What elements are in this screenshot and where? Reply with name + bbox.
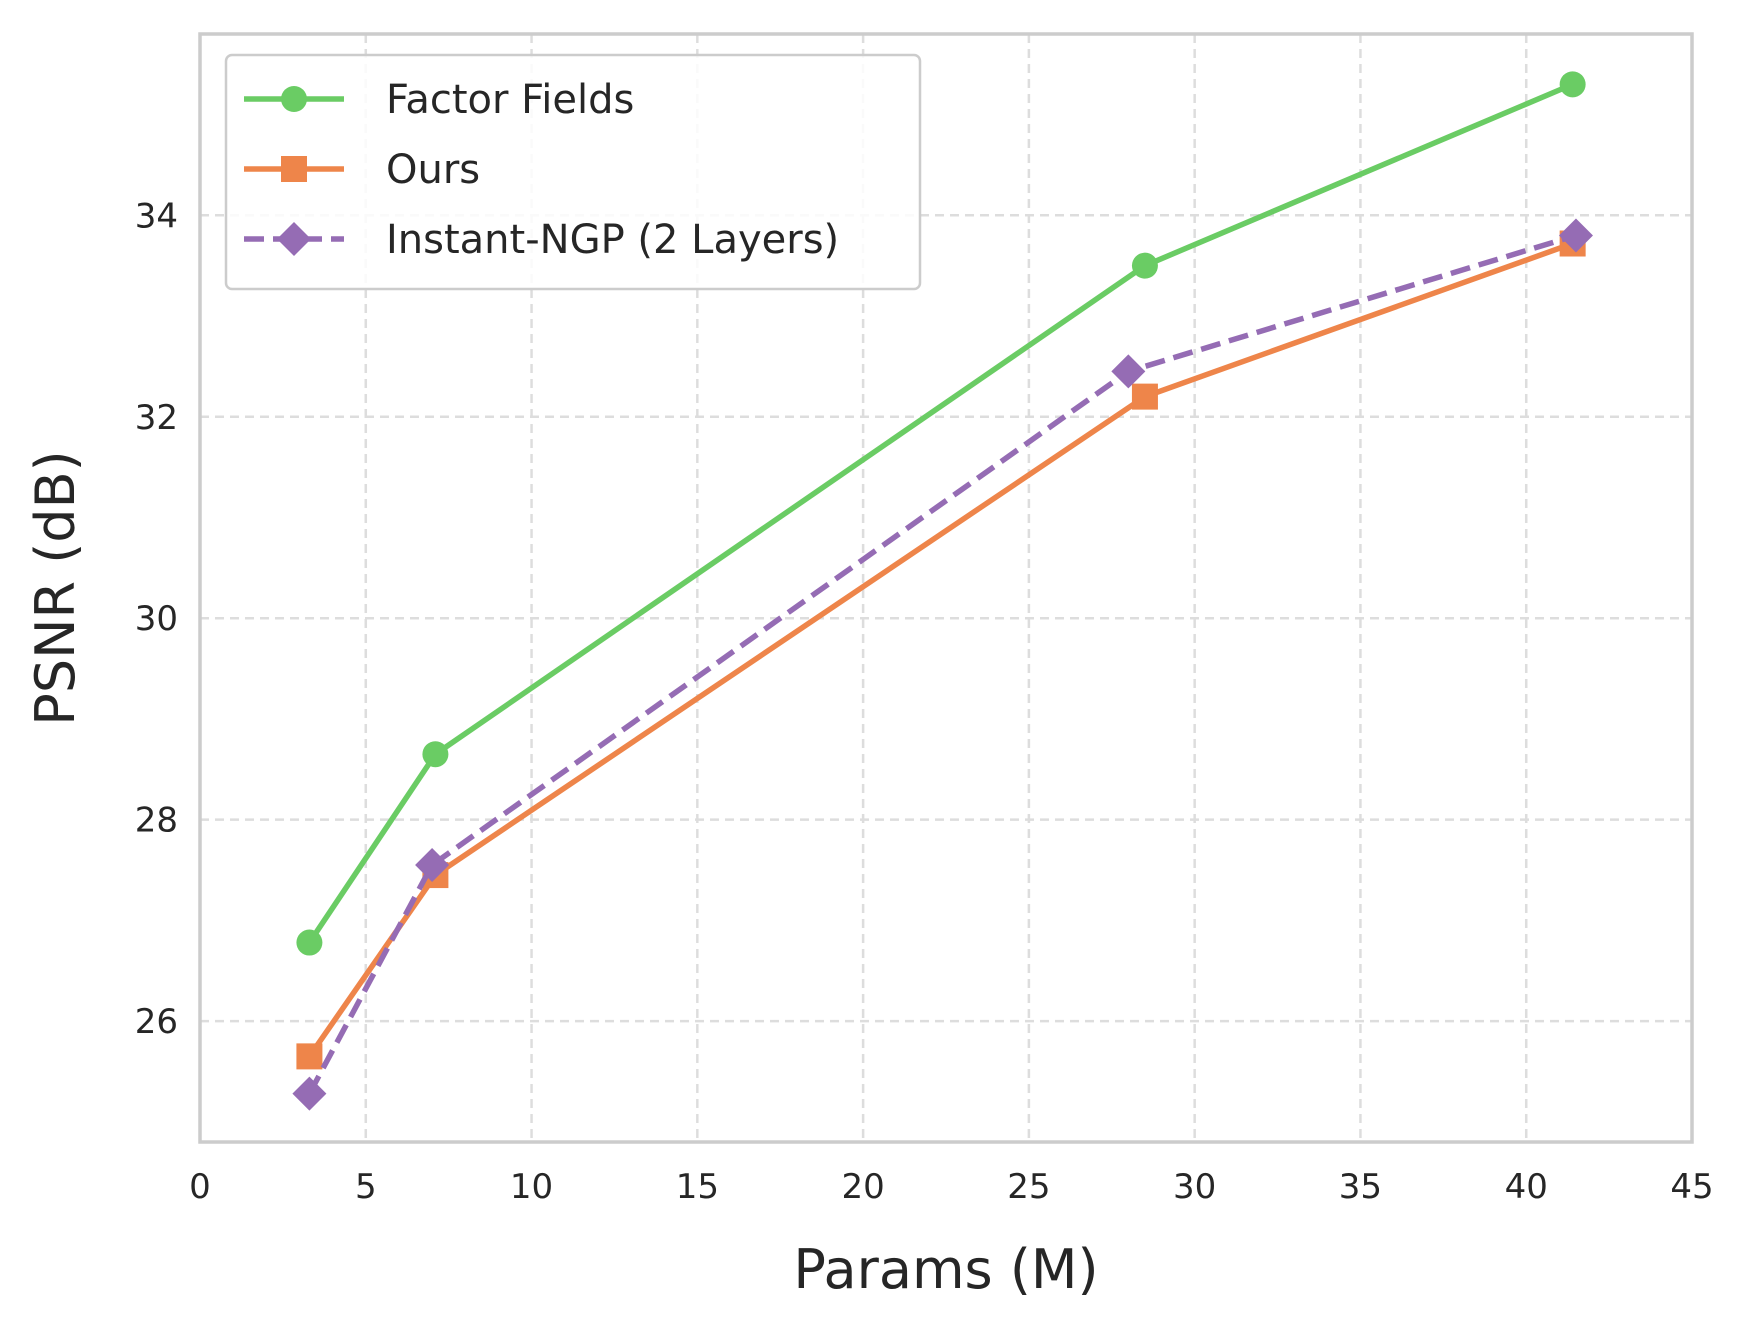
x-tick-label: 5 [355,1167,377,1207]
legend-box [224,53,922,291]
x-tick-label: 45 [1670,1167,1713,1207]
y-tick-label: 34 [135,196,178,236]
y-tick-label: 30 [135,599,178,639]
series-2 [292,218,1593,1111]
legend-marker-circle [281,86,307,112]
x-tick-label: 0 [189,1167,211,1207]
x-tick-label: 10 [510,1167,553,1207]
data-point-diamond [292,1076,327,1111]
data-point-circle [296,929,323,956]
data-point-circle [422,741,449,768]
data-point-circle [1559,71,1586,98]
y-tick-label: 32 [135,398,178,438]
x-tick-label: 35 [1339,1167,1382,1207]
legend-entry: Factor Fields [244,77,634,123]
legend-marker-square [281,156,307,182]
legend-label: Instant-NGP (2 Layers) [386,217,839,263]
series-line [307,81,1574,945]
x-tick-label: 30 [1173,1167,1216,1207]
data-point-diamond [1111,354,1146,389]
x-tick-label: 25 [1007,1167,1050,1207]
legend-entry: Instant-NGP (2 Layers) [244,217,839,263]
data-point-square [296,1043,323,1070]
legend-label: Ours [386,147,480,193]
y-tick-label: 28 [135,801,178,841]
y-axis-title: PSNR (dB) [24,450,87,725]
series-line [306,232,1577,1095]
x-tick-label: 15 [676,1167,719,1207]
data-point-circle [1131,252,1158,279]
series-layer [292,71,1593,1111]
x-tick-label: 40 [1505,1167,1548,1207]
data-point-square [1131,383,1158,410]
series-line [307,240,1574,1058]
legend-label: Factor Fields [386,77,634,123]
data-point-diamond [1558,218,1593,253]
x-tick-label: 20 [841,1167,884,1207]
data-point-diamond [415,848,450,882]
x-axis-title: Params (M) [793,1238,1098,1301]
legend-entry: Ours [244,147,480,193]
tick-labels: 0 5 10 15 20 25 30 35 40 45 26 28 30 32 34 [135,196,1714,1207]
plot-frame [198,32,1694,1144]
legend: Factor Fields Ours Instant-NGP (2 Layers) [224,53,922,291]
series-0 [296,71,1586,956]
y-tick-label: 26 [135,1002,178,1042]
legend-marker-diamond [277,222,311,256]
